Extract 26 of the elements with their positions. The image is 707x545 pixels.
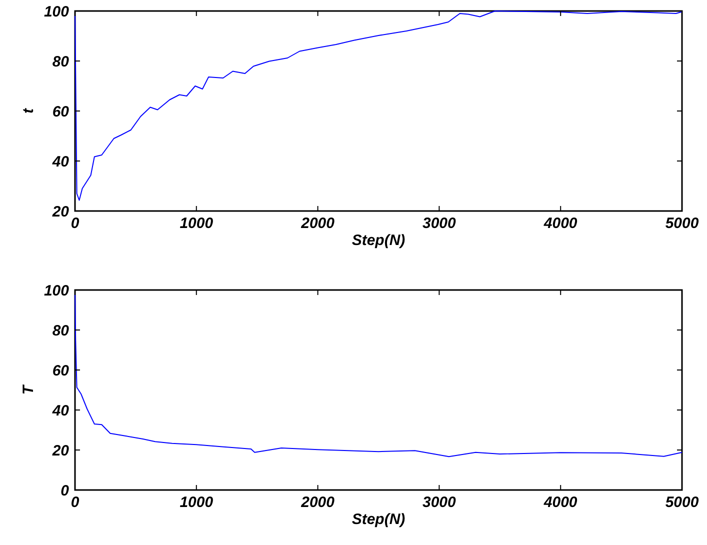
y-tick-label: 100	[44, 282, 70, 300]
x-tick-label: 1000	[180, 215, 214, 232]
x-tick-label: 3000	[422, 215, 457, 232]
x-tick-label: 4000	[542, 215, 578, 232]
x-tick-label: 4000	[542, 494, 578, 511]
x-tick-label: 2000	[300, 215, 336, 232]
y-tick-label: 80	[52, 322, 70, 340]
x-tick-label: 1000	[180, 494, 214, 511]
y-tick-label: 20	[51, 442, 70, 460]
y-tick-label: 20	[51, 203, 70, 220]
x-axis-title: Step(N)	[352, 232, 406, 249]
y-tick-label: 80	[52, 53, 70, 70]
y-tick-label: 40	[51, 402, 70, 420]
y-tick-label: 60	[52, 362, 70, 380]
y-axis-title: t	[20, 108, 37, 114]
line-series	[74, 10, 682, 201]
y-axis-title: T	[20, 384, 37, 395]
y-tick-label: 100	[44, 3, 70, 20]
y-tick-label: 40	[51, 153, 70, 170]
x-tick-label: 5000	[665, 215, 700, 232]
x-tick-label: 3000	[422, 494, 457, 511]
y-tick-label: 60	[52, 103, 70, 120]
x-tick-label: 2000	[300, 494, 336, 511]
x-axis-title: Step(N)	[352, 511, 406, 528]
y-tick-label: 0	[60, 482, 70, 500]
x-tick-label: 5000	[665, 494, 700, 511]
